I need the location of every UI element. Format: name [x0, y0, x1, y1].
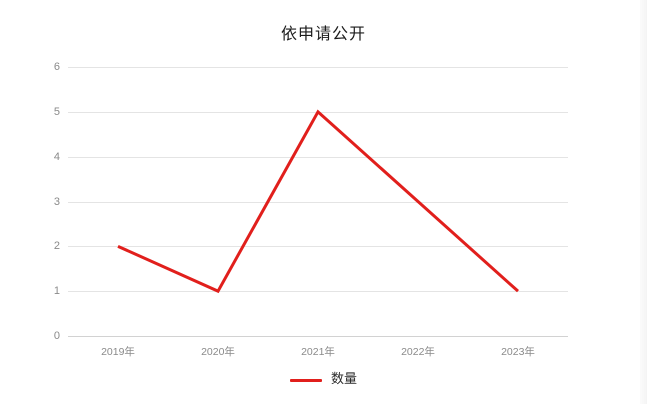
- y-axis-tick-label: 6: [53, 61, 60, 73]
- y-axis-tick-label: 1: [53, 285, 60, 298]
- y-axis-tick-label: 2: [53, 240, 60, 253]
- gridline: [68, 201, 568, 203]
- y-axis-tick-label: 3: [53, 195, 60, 208]
- chart-title: 依申请公开: [280, 24, 366, 43]
- x-axis-tick-label: 2019年: [101, 346, 135, 358]
- legend-line-swatch: [289, 378, 322, 382]
- gridline: [68, 246, 568, 248]
- legend-item-label: 数量: [330, 372, 357, 387]
- gridline: [68, 67, 568, 68]
- page-edge-shadow: [640, 0, 647, 404]
- gridline: [68, 156, 568, 158]
- series-line-quantity: [117, 109, 520, 294]
- x-axis-tick-label: 2022年: [401, 346, 435, 358]
- gridline: [68, 291, 568, 293]
- plot-area: 0 1 2 3 4 5 6 2019年 2020年 2021年 2022年 2023年: [54, 62, 568, 358]
- x-axis-tick-label: 2021年: [301, 346, 335, 358]
- y-axis-tick-label: 0: [53, 330, 60, 342]
- y-axis-tick-label: 4: [53, 150, 60, 163]
- chart-legend: 数量: [0, 372, 647, 388]
- gridline: [68, 336, 568, 337]
- series-line-group: [117, 109, 520, 294]
- x-axis-tick-label: 2023年: [501, 346, 535, 358]
- y-axis-tick-label: 5: [53, 105, 60, 118]
- x-axis-tick-label: 2020年: [201, 346, 235, 358]
